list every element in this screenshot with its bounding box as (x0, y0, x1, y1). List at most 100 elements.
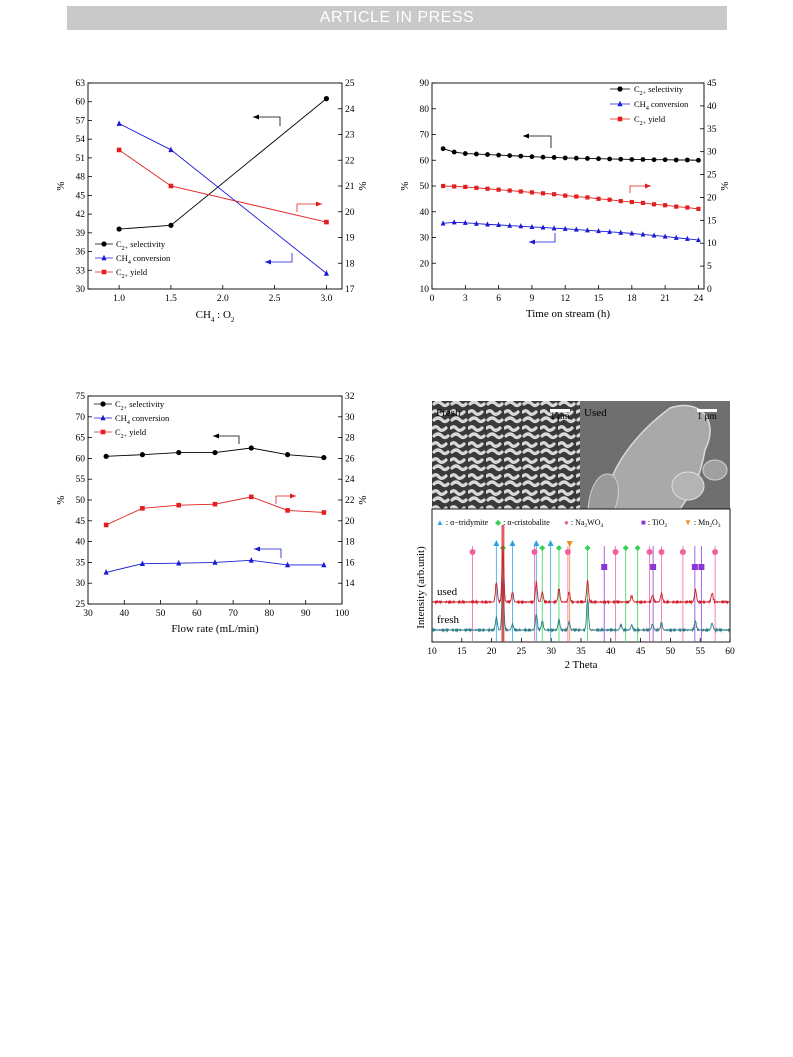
data-point (663, 203, 668, 208)
arrow-head (316, 201, 322, 207)
xrd-pattern-used (431, 546, 730, 605)
data-point (212, 449, 218, 456)
x-tick-label: 25 (517, 647, 527, 657)
fresh-pattern-label: fresh (437, 614, 459, 626)
y-left-tick-label: 80 (420, 105, 430, 115)
arrow-head (290, 493, 296, 499)
sem-fresh-label: Fresh (436, 407, 461, 419)
scale-bar-label: 1 μm (550, 412, 570, 422)
data-point (140, 506, 145, 511)
data-point (696, 237, 701, 243)
y-left-tick-label: 48 (76, 173, 86, 183)
x-tick-label: 20 (487, 647, 497, 657)
y-right-tick-label: 20 (345, 208, 355, 218)
y-right-tick-label: 5 (707, 262, 712, 272)
data-point (485, 152, 490, 157)
y-right-tick-label: 22 (345, 156, 355, 166)
phase-marker (679, 549, 686, 555)
data-point (607, 197, 612, 202)
sem-used-label: Used (584, 407, 607, 419)
data-point (100, 429, 106, 435)
data-point (684, 157, 690, 163)
data-point (323, 96, 330, 102)
x-tick-label: 1.0 (113, 294, 125, 304)
y-right-tick-label: 18 (345, 538, 355, 548)
data-point (685, 205, 690, 210)
x-tick-label: 100 (335, 609, 350, 619)
data-point (696, 157, 701, 163)
data-point (116, 120, 122, 126)
phase-legend-item: ▲ : α−tridymite (436, 518, 489, 527)
y-axis-label: Intensity (arb.unit) (415, 546, 427, 629)
phase-marker (566, 541, 573, 547)
y-left-axis-label: % (55, 495, 67, 504)
xrd-pattern-fresh (431, 579, 730, 633)
data-point (285, 508, 290, 513)
y-left-axis-label: % (55, 181, 67, 190)
scale-bar (697, 409, 717, 412)
phase-marker (509, 540, 516, 546)
y-left-tick-label: 36 (76, 248, 86, 258)
phase-legend-item: ■ : TiO2 (641, 518, 668, 529)
data-point (324, 219, 329, 225)
used-pattern-label: used (437, 586, 458, 598)
y-right-tick-label: 40 (707, 102, 717, 112)
data-point (574, 194, 579, 199)
y-left-tick-label: 70 (76, 413, 86, 423)
x-axis-label: Time on stream (h) (526, 308, 611, 320)
y-right-tick-label: 18 (345, 259, 355, 269)
phase-marker (658, 549, 665, 555)
phase-marker (634, 545, 641, 551)
data-point (607, 228, 613, 234)
legend-label: C2+ yield (116, 267, 148, 280)
data-point (617, 86, 623, 92)
data-point (440, 220, 446, 226)
x-tick-label: 30 (546, 647, 556, 657)
y-right-tick-label: 19 (345, 234, 355, 244)
y-right-tick-label: 16 (345, 558, 355, 568)
phase-marker (622, 545, 629, 551)
axis-arrow (275, 495, 296, 504)
y-left-tick-label: 70 (420, 131, 430, 141)
y-left-tick-label: 30 (76, 579, 86, 589)
data-point (284, 561, 291, 568)
y-left-tick-label: 45 (76, 517, 86, 527)
data-point (585, 195, 590, 200)
data-point (684, 235, 690, 241)
data-point (551, 155, 557, 160)
data-point (617, 100, 623, 107)
phase-marker (698, 564, 705, 570)
x-tick-label: 30 (83, 609, 93, 619)
x-tick-label: 15 (457, 647, 467, 657)
arrow-head (645, 183, 651, 189)
data-point (168, 183, 174, 189)
phase-legend-item: ◆ : α-cristobalite (495, 518, 550, 527)
y-left-tick-label: 60 (76, 98, 86, 108)
data-point (662, 157, 668, 163)
data-point (607, 156, 613, 162)
x-tick-label: 9 (530, 294, 535, 304)
x-axis-label: CH4 : O2 (196, 309, 235, 324)
data-point (485, 221, 490, 227)
legend-label: CH4 conversion (116, 253, 171, 266)
y-left-tick-label: 40 (76, 538, 86, 548)
axis-arrow (213, 435, 240, 444)
x-tick-label: 21 (660, 294, 670, 304)
data-point (485, 186, 490, 191)
axis-arrow (254, 548, 282, 558)
data-point (674, 204, 679, 209)
y-left-tick-label: 40 (420, 208, 430, 218)
y-left-tick-label: 30 (420, 234, 430, 244)
y-left-tick-label: 75 (76, 392, 86, 402)
phase-marker (493, 540, 500, 546)
data-point (618, 156, 624, 162)
x-tick-label: 80 (265, 609, 275, 619)
data-point (248, 445, 254, 451)
data-point (529, 154, 535, 160)
phase-legend-item: ▼ : Mn2O3 (684, 518, 721, 529)
y-right-axis-label: % (357, 181, 369, 190)
data-point (518, 223, 524, 229)
